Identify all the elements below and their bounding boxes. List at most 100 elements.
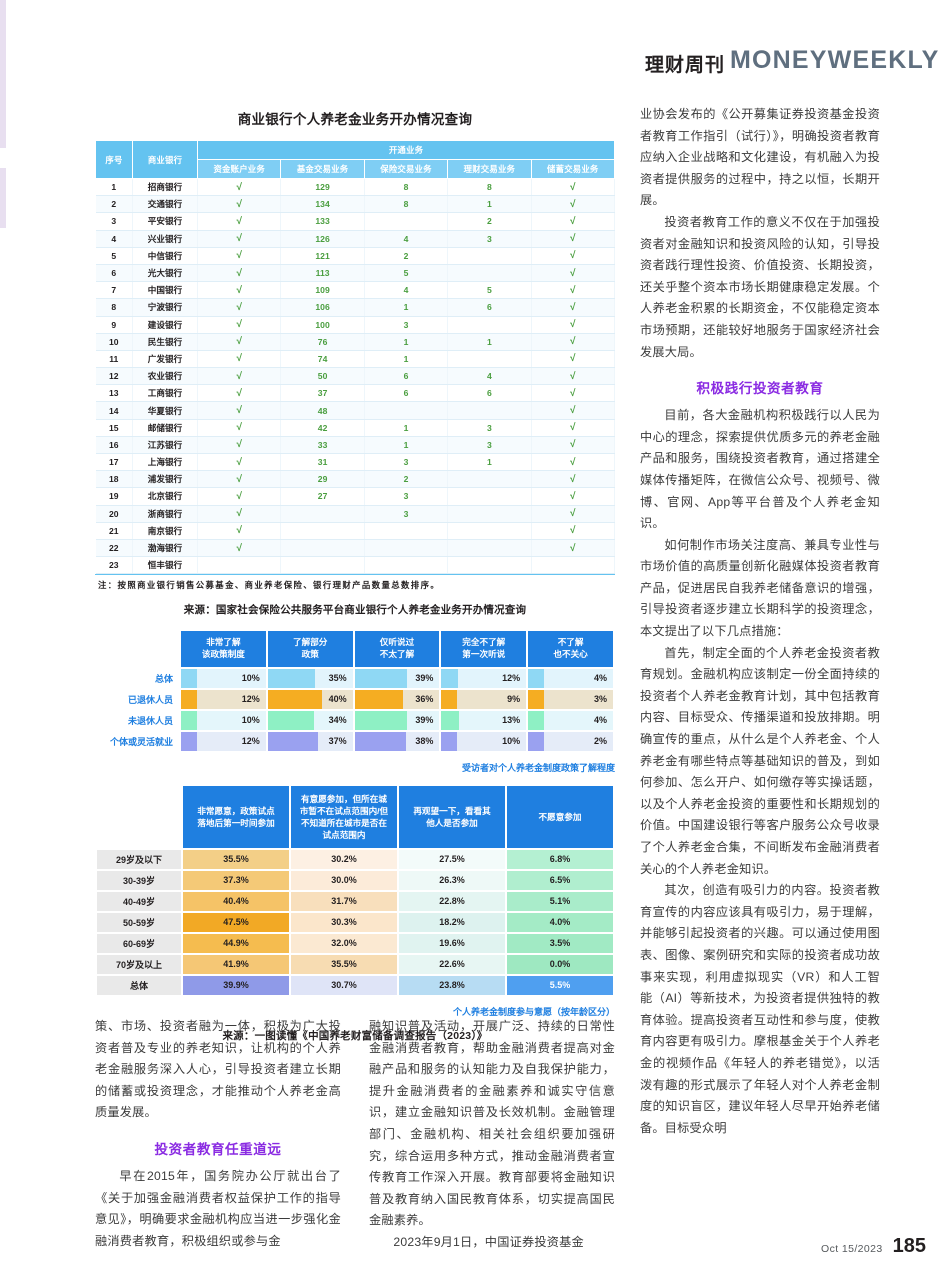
cell-insurance-trading: 1 bbox=[364, 333, 449, 351]
col-bank: 商业银行 bbox=[132, 140, 198, 179]
table-row: 7 中国银行 √ 109 4 5 √ bbox=[95, 281, 616, 300]
cell-insurance-trading: 4 bbox=[364, 230, 449, 248]
table-row: 16 江苏银行 √ 33 1 3 √ bbox=[95, 436, 616, 455]
awareness-cell: 2% bbox=[528, 731, 613, 751]
willingness-cell: 19.6% bbox=[399, 933, 505, 953]
row-index: 1 bbox=[95, 178, 133, 197]
body-column-1: 策、市场、投资者融为一体，积极为广大投资者普及专业的养老知识，让机构的个人养老金… bbox=[95, 1016, 341, 1254]
awareness-cell: 34% bbox=[267, 710, 353, 730]
col-fund-trading: 基金交易业务 bbox=[280, 159, 365, 179]
issue-date: Oct 15/2023 bbox=[821, 1243, 883, 1255]
awareness-value: 38% bbox=[415, 736, 434, 746]
table-row: 20 浙商银行 √ 3 √ bbox=[95, 505, 616, 523]
awareness-value: 4% bbox=[593, 715, 607, 725]
section-heading-investor-education: 投资者教育任重道远 bbox=[154, 1141, 282, 1157]
willingness-cell: 6.5% bbox=[507, 870, 613, 890]
table-row: 5 中信银行 √ 121 2 √ bbox=[95, 247, 616, 265]
row-bank: 平安银行 bbox=[132, 212, 198, 231]
awareness-row-label: 未退休人员 bbox=[97, 710, 179, 730]
willingness-cell: 37.3% bbox=[183, 870, 289, 890]
cell-fund-trading: 42 bbox=[280, 419, 365, 437]
row-index: 4 bbox=[95, 230, 133, 248]
cell-wealth-trading bbox=[447, 505, 532, 523]
awareness-cell: 13% bbox=[441, 710, 527, 730]
cell-insurance-trading bbox=[364, 556, 449, 575]
willingness-row-label: 70岁及以上 bbox=[97, 954, 181, 974]
row-bank: 中国银行 bbox=[132, 281, 198, 300]
cell-insurance-trading: 4 bbox=[364, 281, 449, 300]
awareness-bar bbox=[528, 689, 545, 709]
row-index: 12 bbox=[95, 367, 133, 386]
table-row: 19 北京银行 √ 27 3 √ bbox=[95, 487, 616, 506]
cell-fund-account: √ bbox=[197, 350, 282, 369]
row-index: 9 bbox=[95, 316, 133, 334]
cell-fund-trading: 109 bbox=[280, 281, 365, 300]
row-index: 2 bbox=[95, 195, 133, 214]
awareness-cell: 12% bbox=[441, 668, 527, 688]
awareness-bar bbox=[441, 668, 458, 688]
cell-savings-trading: √ bbox=[531, 264, 616, 283]
cell-fund-trading: 129 bbox=[280, 178, 365, 197]
awareness-value: 10% bbox=[241, 673, 260, 683]
willingness-cell: 44.9% bbox=[183, 933, 289, 953]
cell-insurance-trading bbox=[364, 212, 449, 231]
table-row: 18 浦发银行 √ 29 2 √ bbox=[95, 470, 616, 489]
table-row: 10 民生银行 √ 76 1 1 √ bbox=[95, 333, 616, 351]
row-index: 6 bbox=[95, 264, 133, 283]
cell-fund-trading: 27 bbox=[280, 487, 365, 506]
table-row: 已退休人员 12% 40% 36% 9% 3% bbox=[97, 689, 613, 709]
row-bank: 民生银行 bbox=[132, 333, 198, 351]
row-bank: 浦发银行 bbox=[132, 470, 198, 489]
awareness-cell: 3% bbox=[528, 689, 613, 709]
awareness-cell: 12% bbox=[181, 689, 266, 709]
page-number: 185 bbox=[892, 1235, 926, 1257]
table-row: 2 交通银行 √ 134 8 1 √ bbox=[95, 195, 616, 214]
cell-fund-trading: 50 bbox=[280, 367, 365, 386]
cell-insurance-trading: 3 bbox=[364, 505, 449, 523]
cell-savings-trading: √ bbox=[531, 178, 616, 197]
cell-insurance-trading: 3 bbox=[364, 453, 449, 472]
row-bank: 建设银行 bbox=[132, 316, 198, 334]
paragraph: 融知识普及活动，开展广泛、持续的日常性金融消费者教育，帮助金融消费者提高对金融产… bbox=[369, 1019, 615, 1228]
cell-savings-trading: √ bbox=[531, 247, 616, 265]
willingness-cell: 32.0% bbox=[291, 933, 397, 953]
figure3-caption: 个人养老金制度参与意愿（按年龄区分） bbox=[452, 1006, 615, 1017]
willingness-cell: 39.9% bbox=[183, 975, 289, 995]
awareness-cell: 39% bbox=[354, 668, 440, 688]
cell-fund-account: √ bbox=[197, 505, 282, 523]
row-bank: 北京银行 bbox=[132, 487, 198, 506]
body-column-2: 融知识普及活动，开展广泛、持续的日常性金融消费者教育，帮助金融消费者提高对金融产… bbox=[369, 1016, 615, 1254]
bank-table-body: 1 招商银行 √ 129 8 8 √ 2 交通银行 √ 134 8 1 √ 3 平安银行 √ 133 2 √ 4 兴业银行… bbox=[95, 178, 616, 575]
awareness-cell: 38% bbox=[354, 731, 440, 751]
figures-column: 商业银行个人养老金业务开办情况查询 序号 商业银行 开通业务 资金账户业务 基金… bbox=[95, 108, 616, 1055]
cell-fund-account: √ bbox=[197, 487, 282, 506]
table-row: 30-39岁 37.3% 30.0% 26.3% 6.5% bbox=[97, 870, 613, 890]
cell-fund-account: √ bbox=[197, 453, 282, 472]
cell-insurance-trading: 5 bbox=[364, 264, 449, 283]
cell-savings-trading: √ bbox=[531, 333, 616, 351]
awareness-bar bbox=[441, 731, 458, 751]
cell-fund-trading: 134 bbox=[280, 195, 365, 214]
paragraph: 首先，制定全面的个人养老金投资者教育规划。金融机构应该制定一份全面持续的投资者个… bbox=[640, 645, 880, 876]
row-bank: 招商银行 bbox=[132, 178, 198, 197]
cell-wealth-trading: 3 bbox=[447, 436, 532, 455]
cell-fund-trading: 33 bbox=[280, 436, 365, 455]
awareness-bar bbox=[528, 710, 545, 730]
cell-fund-account: √ bbox=[197, 264, 282, 283]
row-index: 11 bbox=[95, 350, 133, 369]
cell-fund-account: √ bbox=[197, 401, 282, 420]
cell-fund-account: √ bbox=[197, 195, 282, 214]
cell-wealth-trading: 8 bbox=[447, 178, 532, 197]
row-index: 19 bbox=[95, 487, 133, 506]
row-bank: 宁波银行 bbox=[132, 298, 198, 317]
masthead: 理财周刊 MONEYWEEKLY bbox=[645, 28, 938, 88]
row-bank: 上海银行 bbox=[132, 453, 198, 472]
cell-fund-account: √ bbox=[197, 230, 282, 248]
willingness-cell: 35.5% bbox=[291, 954, 397, 974]
cell-fund-trading: 48 bbox=[280, 401, 365, 420]
row-index: 20 bbox=[95, 505, 133, 523]
table-row: 个体或灵活就业 12% 37% 38% 10% 2% bbox=[97, 731, 613, 751]
awareness-col-3: 完全不了解 第一次听说 bbox=[441, 631, 527, 667]
awareness-value: 12% bbox=[241, 694, 260, 704]
